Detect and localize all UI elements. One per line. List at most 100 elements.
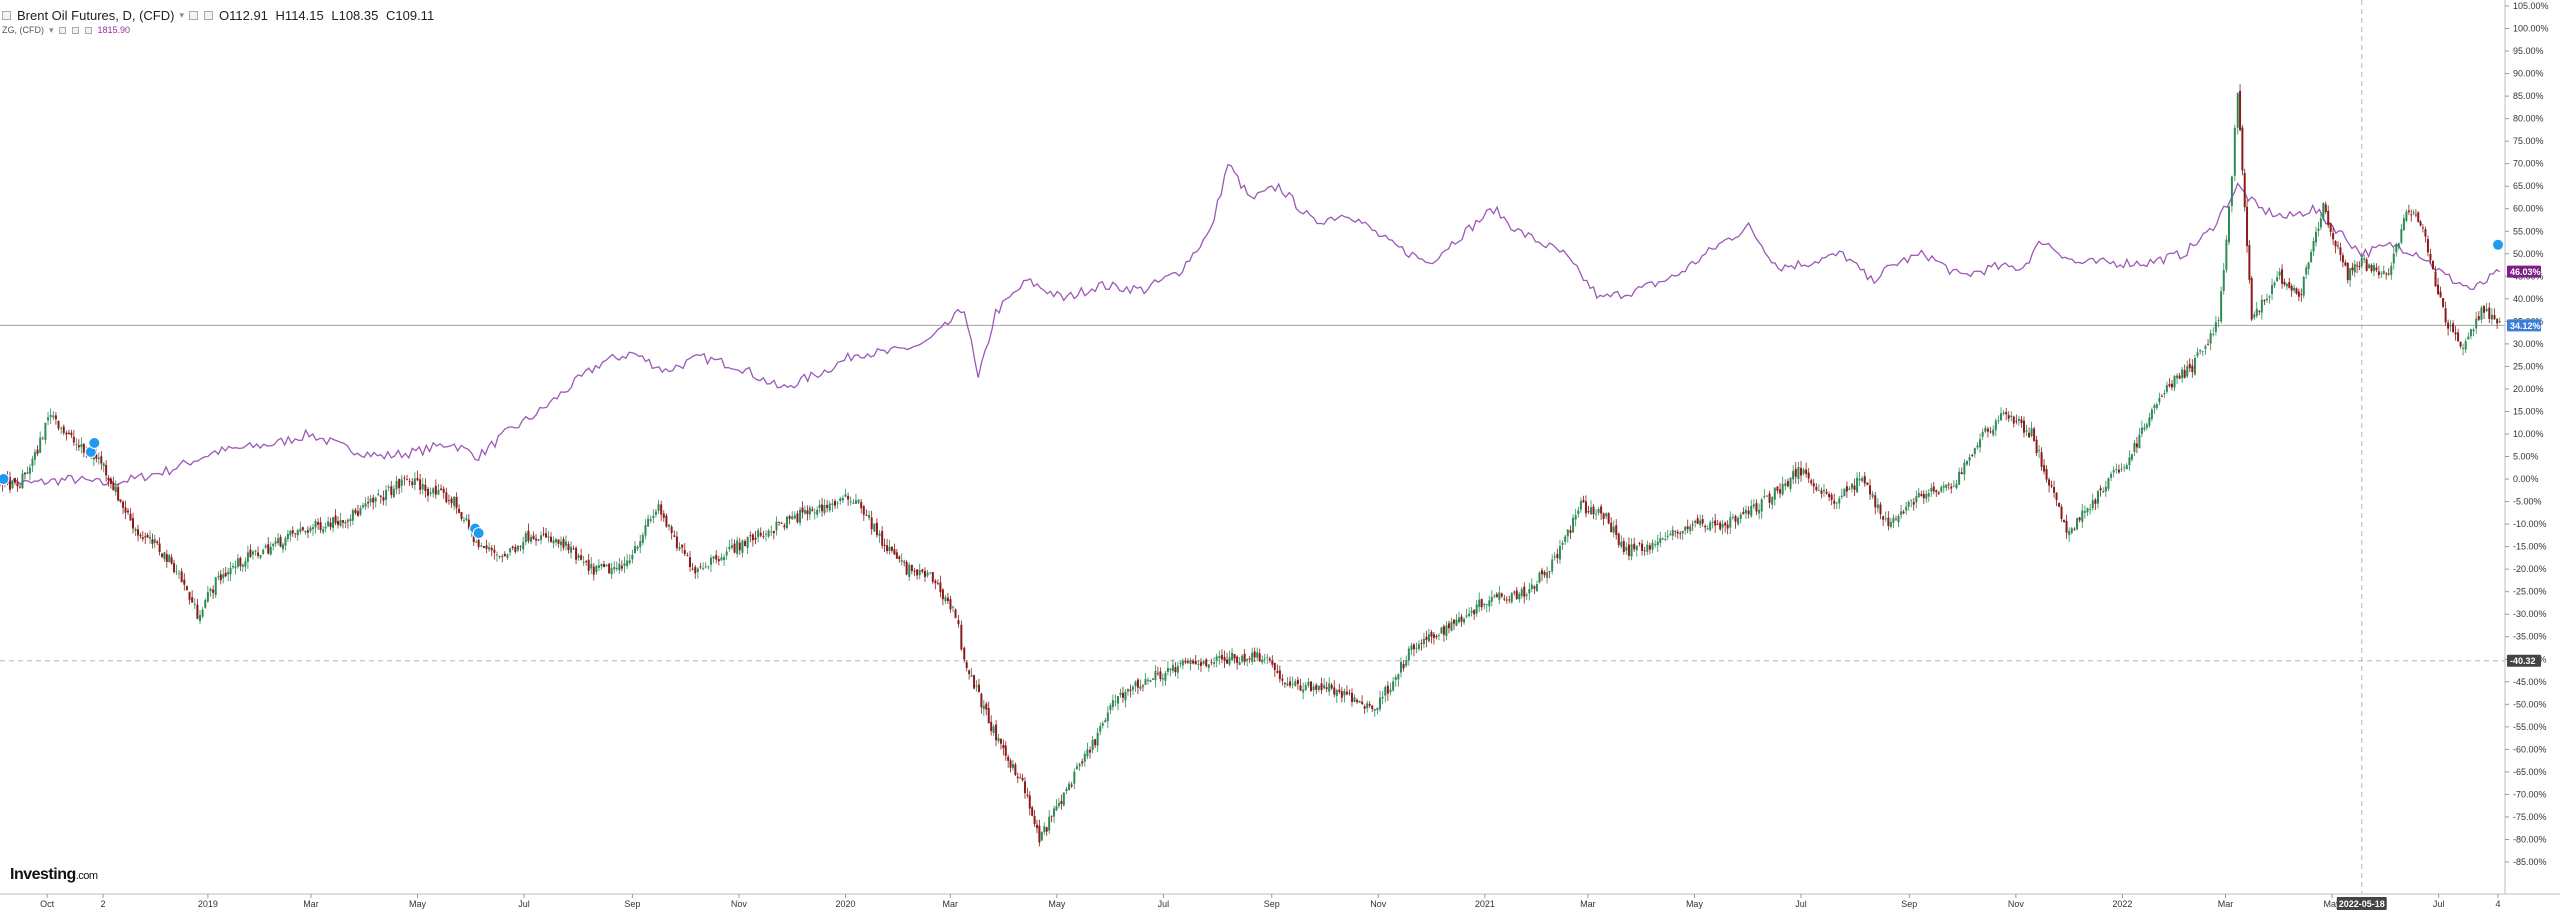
candle (1019, 773, 1022, 779)
eye-icon[interactable] (58, 27, 66, 34)
candle-body (294, 533, 297, 535)
candle-body (2480, 307, 2483, 320)
candle-body (2469, 329, 2472, 337)
candle-body (329, 522, 332, 528)
candle (1394, 674, 1397, 687)
candle-body (2099, 488, 2102, 491)
candle (511, 545, 514, 551)
candle (1686, 519, 1689, 534)
candle-body (1945, 484, 1948, 488)
candle (2145, 422, 2148, 431)
event-markers[interactable] (0, 238, 2505, 540)
settings-icon[interactable] (189, 11, 198, 20)
investing-logo[interactable]: Investing.com (10, 866, 98, 884)
candle (1968, 454, 1971, 466)
candle-body (1569, 530, 1572, 533)
candle (244, 557, 247, 572)
candle-body (2319, 218, 2322, 228)
candle-body (400, 479, 403, 486)
candle-body (2143, 427, 2146, 430)
collapse-icon[interactable] (2, 11, 11, 20)
candle-body (1535, 584, 1538, 591)
candle (1330, 682, 1333, 691)
candle (2214, 315, 2217, 336)
candle-body (1646, 544, 1649, 552)
chevron-down-icon[interactable]: ▾ (179, 10, 184, 20)
candle (2258, 309, 2261, 316)
candle (2193, 354, 2196, 376)
candle (1455, 614, 1458, 627)
candle (82, 443, 85, 458)
candle-body (1268, 658, 1271, 661)
candle (1940, 485, 1943, 494)
close-icon[interactable] (84, 27, 92, 34)
candle (163, 552, 166, 562)
candle-body (1879, 504, 1882, 515)
candle-body (2030, 428, 2033, 436)
candle-body (1121, 692, 1124, 698)
compare-series-legend[interactable]: ZG, (CFD) ▾ 1815.90 (2, 24, 438, 37)
candle-body (1892, 517, 1895, 523)
candle (1569, 525, 1572, 540)
candle-body (199, 615, 202, 622)
candle (1669, 530, 1672, 536)
candle-body (196, 604, 199, 619)
main-price-tag: 34.12% (2507, 319, 2541, 332)
close-icon[interactable] (204, 11, 213, 20)
event-marker-icon[interactable] (2492, 238, 2505, 251)
candle (2496, 318, 2499, 329)
candle-body (696, 568, 699, 572)
event-marker-icon[interactable] (0, 473, 10, 486)
candle-body (608, 563, 611, 574)
candle-body (775, 521, 778, 531)
candle-body (2339, 247, 2342, 255)
candle (796, 510, 799, 524)
candle (2281, 264, 2284, 289)
candle-body (738, 542, 741, 551)
candle (2055, 492, 2058, 507)
settings-icon[interactable] (71, 27, 79, 34)
candle (2199, 349, 2202, 355)
candle (2255, 301, 2258, 319)
candle-body (2230, 176, 2233, 206)
candle-body (1696, 518, 1699, 524)
candle-body (2186, 366, 2189, 377)
candle (704, 561, 707, 569)
candle-body (1310, 681, 1313, 692)
candle (272, 542, 275, 551)
candle-body (95, 454, 98, 459)
candle-body (1417, 644, 1420, 649)
candle-body (501, 556, 504, 558)
candle-body (2163, 393, 2166, 395)
candle (488, 542, 491, 552)
candle-body (657, 504, 660, 511)
candle (2477, 310, 2480, 322)
candle-body (1997, 420, 2000, 422)
chevron-down-icon[interactable]: ▾ (49, 25, 54, 35)
event-marker-icon[interactable] (88, 437, 101, 450)
candle (1910, 499, 1913, 508)
candle (788, 514, 791, 525)
y-tick-label: 5.00% (2513, 452, 2539, 462)
x-axis[interactable]: Oct 2 2019 Mar May Jul Sep Nov 2020 Mar May Jul Sep N… (40, 894, 2501, 909)
candle (1450, 617, 1453, 632)
candle-body (306, 530, 309, 533)
main-series-legend[interactable]: Brent Oil Futures, D, (CFD) ▾ O112.91 H1… (2, 7, 438, 24)
x-tick-label: 2019 (198, 899, 218, 909)
event-marker-icon[interactable] (472, 527, 485, 540)
candle-body (1889, 521, 1892, 527)
candle (2020, 416, 2023, 428)
candle (811, 506, 814, 512)
candle (818, 499, 821, 513)
candle-body (2020, 419, 2023, 424)
candle-body (1493, 595, 1496, 597)
candle (329, 517, 332, 531)
candle-body (168, 555, 171, 563)
candle (1737, 516, 1740, 526)
y-tick-label: 40.00% (2513, 294, 2544, 304)
candle-body (952, 606, 955, 608)
candle-body (1116, 696, 1119, 704)
candle-body (180, 571, 183, 583)
